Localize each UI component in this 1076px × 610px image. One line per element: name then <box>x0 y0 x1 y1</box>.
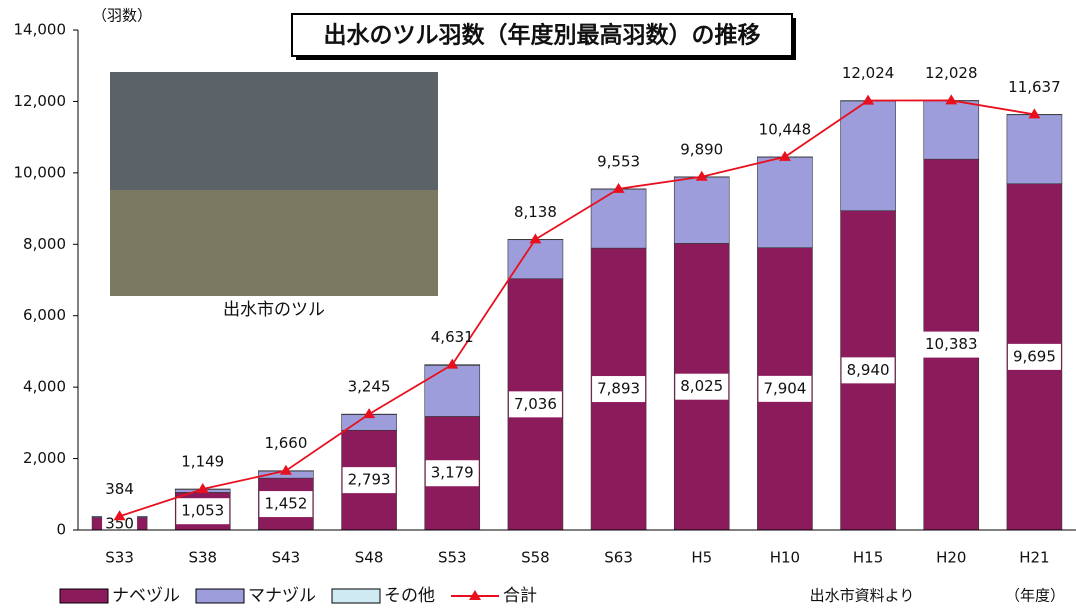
chart: 出水のツル羽数（年度別最高羽数）の推移 （羽数） （年度） 出水市のツル 出水市… <box>0 0 1076 610</box>
legend-swatch <box>332 589 380 603</box>
total-marker <box>945 94 957 104</box>
data-label: 1,053 <box>181 502 224 520</box>
legend-label: 合計 <box>503 586 537 606</box>
y-tick-label: 12,000 <box>14 92 67 110</box>
x-tick-label: H21 <box>1019 549 1049 567</box>
data-label: 7,904 <box>763 379 806 397</box>
y-tick-label: 2,000 <box>23 449 66 467</box>
data-label: 3,245 <box>348 378 391 396</box>
data-label: 9,890 <box>680 140 723 158</box>
data-label: 7,036 <box>514 395 557 413</box>
data-label: 9,553 <box>597 152 640 170</box>
x-tick-label: S48 <box>355 549 384 567</box>
data-label: 12,024 <box>842 64 895 82</box>
x-tick-label: H20 <box>936 549 966 567</box>
data-label: 7,893 <box>597 380 640 398</box>
total-marker <box>280 465 292 475</box>
y-tick-label: 14,000 <box>14 21 67 39</box>
y-tick-label: 10,000 <box>14 163 67 181</box>
legend-label: ナベヅル <box>112 586 180 606</box>
y-tick-label: 6,000 <box>23 306 66 324</box>
data-label: 2,793 <box>348 471 391 489</box>
data-label: 4,631 <box>431 328 474 346</box>
x-tick-label: S53 <box>438 549 467 567</box>
y-axis-label: （羽数） <box>92 7 152 25</box>
x-tick-label: S33 <box>105 549 134 567</box>
total-marker <box>363 408 375 418</box>
photo-caption: 出水市のツル <box>223 300 325 320</box>
bar-segment <box>591 189 646 248</box>
title-shadow <box>792 18 796 60</box>
bar-segment <box>508 240 563 279</box>
data-label: 1,452 <box>264 495 307 513</box>
data-label: 12,028 <box>925 64 978 82</box>
title-shadow <box>296 56 796 60</box>
x-axis-label: （年度） <box>1005 587 1065 605</box>
bar-segment <box>924 101 979 159</box>
bar-segment <box>841 101 896 211</box>
data-label: 9,695 <box>1013 347 1056 365</box>
data-label: 8,025 <box>680 377 723 395</box>
x-tick-label: S63 <box>604 549 633 567</box>
total-marker <box>862 95 874 105</box>
legend-swatch <box>60 589 108 603</box>
chart-title: 出水のツル羽数（年度別最高羽数）の推移 <box>324 22 761 49</box>
x-tick-label: S38 <box>188 549 217 567</box>
data-label: 11,637 <box>1008 78 1061 96</box>
legend-swatch <box>196 589 244 603</box>
x-tick-label: H10 <box>770 549 800 567</box>
data-label: 8,940 <box>847 361 890 379</box>
bar-segment <box>757 157 812 248</box>
total-marker <box>779 151 791 161</box>
source-note: 出水市資料より <box>810 587 915 605</box>
x-tick-label: S58 <box>521 549 550 567</box>
legend-label: マナヅル <box>248 586 316 606</box>
bar-segment <box>425 365 480 416</box>
total-marker <box>529 233 541 243</box>
legend-label: その他 <box>384 586 435 606</box>
data-label: 384 <box>105 480 134 498</box>
data-label: 10,383 <box>925 335 978 353</box>
bar-segment <box>1007 115 1062 184</box>
photo-ground <box>110 190 438 296</box>
y-tick-label: 0 <box>56 521 66 539</box>
data-label: 3,179 <box>431 464 474 482</box>
y-tick-label: 8,000 <box>23 235 66 253</box>
x-tick-label: H5 <box>691 549 712 567</box>
data-label: 1,660 <box>264 434 307 452</box>
data-label: 10,448 <box>759 120 812 138</box>
data-label: 1,149 <box>181 452 224 470</box>
bar-segment <box>674 177 729 243</box>
data-label: 8,138 <box>514 203 557 221</box>
total-marker <box>446 359 458 369</box>
y-tick-label: 4,000 <box>23 378 66 396</box>
x-tick-label: S43 <box>272 549 301 567</box>
x-tick-label: H15 <box>853 549 883 567</box>
